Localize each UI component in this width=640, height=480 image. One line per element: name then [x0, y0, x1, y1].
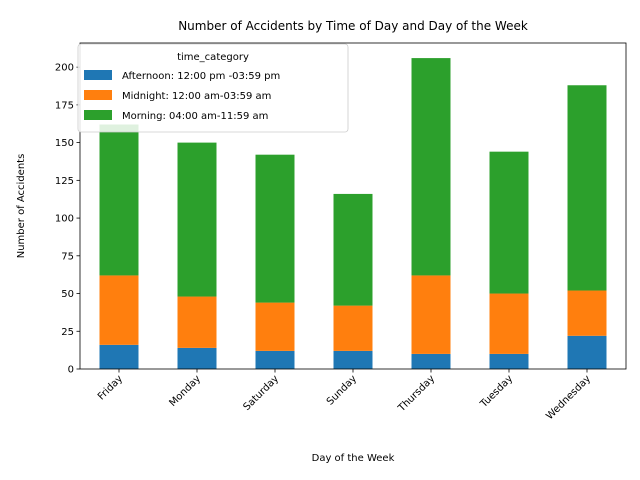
x-tick-label: Friday: [96, 373, 125, 402]
legend-entries: Afternoon: 12:00 pm -03:59 pm Midnight: 1…: [84, 70, 280, 122]
bar-sunday-series-1: [333, 305, 373, 351]
bar-saturday-series-0: [255, 350, 295, 369]
y-tick-label: 75: [61, 251, 74, 262]
legend-label: Morning: 04:00 am-11:59 am: [122, 111, 268, 122]
bar-wednesday-series-2: [567, 85, 607, 291]
x-tick-label: Tuesday: [478, 373, 515, 410]
legend-swatch: [84, 70, 112, 80]
y-tick-label: 125: [55, 176, 74, 187]
bar-sunday-series-2: [333, 193, 373, 306]
y-tick-label: 0: [68, 365, 74, 376]
x-tick-label: Thursday: [396, 373, 437, 414]
y-tick-label: 150: [55, 138, 74, 149]
y-tick-label: 100: [55, 214, 74, 225]
legend: time_category Afternoon: 12:00 pm -03:59…: [77, 43, 349, 133]
bar-friday-series-1: [99, 275, 139, 345]
bars-layer: [99, 58, 607, 369]
bar-monday-series-2: [177, 142, 217, 297]
legend-swatch: [84, 110, 112, 120]
bar-wednesday-series-0: [567, 335, 607, 369]
x-tick-label: Saturday: [241, 373, 281, 413]
x-axis: Friday Monday Saturday Sunday Thursday Tuesda…: [96, 369, 593, 422]
y-axis: 0 25 50 75 100 125 150 175 200: [55, 63, 80, 376]
legend-swatch: [84, 90, 112, 100]
legend-title: time_category: [177, 52, 249, 63]
x-tick-label: Sunday: [325, 373, 359, 407]
x-tick-label: Monday: [167, 373, 203, 409]
legend-box: [77, 43, 349, 133]
y-tick-label: 25: [61, 327, 74, 338]
bar-friday-series-2: [99, 124, 139, 276]
bar-tuesday-series-2: [489, 151, 529, 294]
bar-wednesday-series-1: [567, 290, 607, 336]
bar-monday-series-1: [177, 296, 217, 348]
y-tick-label: 50: [61, 289, 74, 300]
bar-saturday-series-2: [255, 154, 295, 303]
chart-title: Number of Accidents by Time of Day and D…: [178, 19, 528, 33]
legend-label: Midnight: 12:00 am-03:59 am: [122, 91, 271, 102]
bar-monday-series-0: [177, 347, 217, 369]
bar-tuesday-series-0: [489, 353, 529, 369]
bar-tuesday-series-1: [489, 293, 529, 354]
bar-thursday-series-0: [411, 353, 451, 369]
bar-thursday-series-1: [411, 275, 451, 354]
x-tick-label: Wednesday: [544, 373, 593, 422]
y-tick-label: 175: [55, 100, 74, 111]
bar-friday-series-0: [99, 344, 139, 369]
bar-thursday-series-2: [411, 58, 451, 276]
bar-sunday-series-0: [333, 350, 373, 369]
y-tick-label: 200: [55, 63, 74, 74]
legend-label: Afternoon: 12:00 pm -03:59 pm: [122, 71, 280, 82]
y-axis-label: Number of Accidents: [16, 154, 27, 259]
x-axis-label: Day of the Week: [312, 453, 395, 464]
bar-saturday-series-1: [255, 302, 295, 351]
